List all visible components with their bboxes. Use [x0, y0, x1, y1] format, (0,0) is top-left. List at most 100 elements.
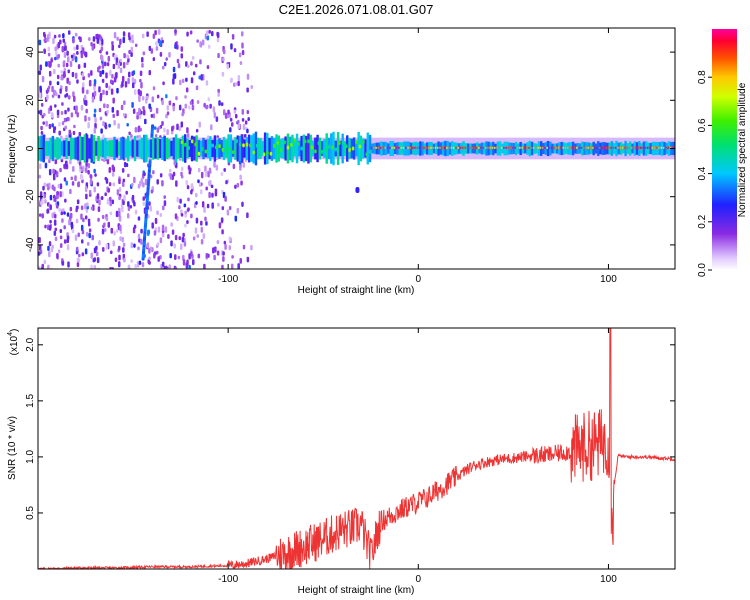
heatmap-cell [85, 134, 89, 163]
heatmap-cell [120, 137, 123, 160]
heatmap-cell [218, 144, 221, 149]
heatmap-cell [204, 139, 207, 158]
heatmap-cell [147, 229, 150, 236]
snr-y-ticks: 0.5 1.0 1.5 2.0 [25, 337, 675, 520]
heatmap-cell [183, 241, 187, 247]
heatmap-cell [109, 211, 113, 216]
heatmap-cell [76, 160, 80, 164]
heatmap-cell [92, 258, 96, 263]
heatmap-cell [341, 133, 344, 164]
heatmap-cell [148, 103, 151, 110]
heatmap-cell [109, 69, 112, 77]
heatmap-cell [159, 173, 163, 178]
heatmap-cell [138, 238, 141, 243]
heatmap-cell [309, 134, 312, 163]
heatmap-cell [90, 252, 93, 259]
heatmap-cell [178, 236, 182, 241]
heatmap-cell [118, 254, 121, 261]
heatmap-cell [60, 141, 64, 156]
y-tick-label: 0 [25, 145, 36, 151]
heatmap-cell [228, 236, 232, 242]
heatmap-cell [189, 100, 193, 105]
heatmap-cell [234, 82, 238, 86]
heatmap-cell [201, 201, 205, 208]
heatmap-cell [196, 39, 199, 43]
heatmap-cell [161, 39, 164, 44]
heatmap-cell [103, 61, 107, 67]
heatmap-cell [131, 194, 135, 201]
heatmap-cell [40, 201, 43, 206]
heatmap-cell [101, 78, 105, 83]
heatmap-cell [66, 116, 70, 121]
heatmap-cell [80, 174, 84, 181]
heatmap-cell [215, 164, 219, 171]
heatmap-cell [202, 233, 206, 240]
heatmap-cell [430, 146, 432, 149]
heatmap-cell [38, 244, 42, 251]
heatmap-cell [193, 136, 196, 161]
heatmap-cell [53, 230, 57, 236]
heatmap-cell [129, 204, 133, 209]
heatmap-cell [156, 127, 160, 133]
heatmap-cell [166, 129, 169, 136]
heatmap-cell [104, 176, 108, 181]
heatmap-cell [48, 251, 51, 258]
heatmap-cell [61, 218, 64, 223]
heatmap-cell [87, 73, 91, 78]
heatmap-cell [548, 146, 551, 149]
heatmap-cell [197, 167, 201, 173]
heatmap-cell [54, 227, 58, 232]
x-tick-label: 100 [600, 274, 617, 285]
heatmap-cell [42, 185, 45, 191]
heatmap-cell [262, 152, 266, 157]
heatmap-cell [113, 231, 116, 236]
heatmap-cell [174, 266, 177, 269]
heatmap-cell [53, 213, 57, 219]
heatmap-cell [96, 37, 100, 44]
heatmap-cell [200, 171, 204, 179]
heatmap-cell [207, 44, 211, 49]
heatmap-cell [66, 235, 70, 241]
heatmap-cell [241, 50, 245, 56]
heatmap-cell [223, 167, 226, 172]
heatmap-cell [241, 201, 244, 207]
heatmap-cell [180, 243, 183, 250]
heatmap-cell [177, 63, 181, 69]
heatmap-cell [216, 31, 219, 37]
heatmap-cell [141, 63, 144, 68]
heatmap-cell [220, 140, 223, 157]
heatmap-cell [174, 254, 177, 261]
heatmap-cell [250, 244, 253, 251]
heatmap-cell [39, 109, 43, 116]
heatmap-cell [134, 263, 137, 269]
heatmap-cell [121, 236, 125, 243]
heatmap-cell [181, 236, 185, 243]
heatmap-cell [172, 171, 176, 177]
heatmap-cell [633, 146, 635, 149]
heatmap-cell [200, 74, 203, 81]
y-tick-label: 0.5 [25, 506, 36, 520]
heatmap-cell [206, 65, 210, 70]
heatmap-cell [82, 165, 85, 172]
heatmap-cell [140, 82, 143, 89]
heatmap-cell [129, 141, 132, 156]
heatmap-cell [610, 146, 612, 149]
heatmap-cell [130, 259, 133, 263]
heatmap-cell [93, 113, 96, 118]
heatmap-cell [84, 115, 87, 122]
heatmap-cell [185, 87, 189, 93]
heatmap-cell [348, 147, 351, 152]
heatmap-cell [215, 116, 219, 122]
heatmap-cell [190, 213, 193, 219]
heatmap-cell [212, 106, 216, 113]
heatmap-cell [229, 117, 233, 122]
heatmap-cell [48, 168, 52, 176]
y-tick-label: 1.5 [25, 393, 36, 407]
spectrogram-x-label: Height of straight line (km) [298, 285, 415, 296]
heatmap-cell [71, 181, 75, 186]
heatmap-cell [108, 140, 112, 157]
heatmap-cell [106, 62, 110, 67]
heatmap-cell [188, 105, 191, 110]
heatmap-cell [261, 141, 265, 156]
